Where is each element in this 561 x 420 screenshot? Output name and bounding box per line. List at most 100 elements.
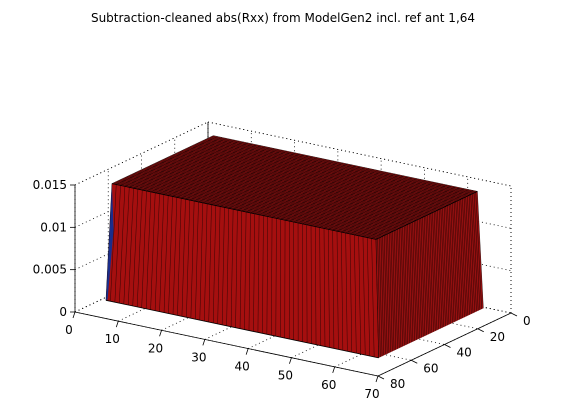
mesh-right bbox=[395, 229, 400, 349]
mesh-right bbox=[404, 225, 408, 345]
mesh-top-y bbox=[199, 141, 465, 198]
mesh-top-x bbox=[189, 151, 292, 201]
mesh-top-y bbox=[165, 158, 430, 215]
z-tick-label: 0.015 bbox=[33, 178, 67, 192]
mesh-top-x bbox=[284, 171, 387, 221]
mesh-front bbox=[128, 188, 134, 306]
surface-edge-front-bottom bbox=[105, 299, 379, 359]
mesh-front bbox=[332, 230, 335, 349]
mesh-front bbox=[362, 236, 366, 356]
mesh-right bbox=[422, 217, 427, 336]
mesh-right bbox=[427, 214, 433, 333]
mesh-right bbox=[387, 233, 391, 353]
mesh-top-x bbox=[120, 137, 223, 186]
mesh-top-x bbox=[155, 144, 257, 193]
mesh-top-y bbox=[116, 181, 381, 238]
y-tick-mark bbox=[444, 344, 451, 348]
y-tick-label: 80 bbox=[390, 377, 405, 391]
mesh-top-y bbox=[135, 172, 400, 229]
mesh-top-x bbox=[250, 164, 352, 214]
mesh-top-y bbox=[209, 136, 475, 194]
mesh-top-y bbox=[126, 176, 391, 233]
mesh-front bbox=[230, 209, 234, 327]
mesh-top-x bbox=[272, 169, 374, 218]
x-tick-label: 60 bbox=[321, 378, 336, 392]
y-tick-label: 60 bbox=[423, 361, 438, 375]
mesh-right bbox=[384, 235, 388, 354]
mesh-front bbox=[349, 233, 352, 353]
mesh-right bbox=[470, 194, 477, 312]
mesh-top-y bbox=[206, 138, 471, 195]
mesh-front bbox=[208, 204, 212, 323]
mesh-right bbox=[477, 191, 484, 309]
grid-x-floor bbox=[204, 276, 339, 340]
mesh-right bbox=[385, 234, 390, 354]
mesh-top-y bbox=[153, 163, 418, 220]
mesh-right bbox=[475, 192, 482, 310]
mesh-front bbox=[248, 212, 251, 331]
grid-x-floor bbox=[118, 257, 252, 322]
mesh-top-y bbox=[195, 144, 460, 201]
mesh-top-x bbox=[306, 176, 409, 225]
mesh-top-x bbox=[224, 159, 326, 208]
mesh-top-y bbox=[131, 173, 396, 231]
mesh-top-y bbox=[190, 146, 455, 203]
mesh-top-y bbox=[160, 160, 425, 217]
mesh-top-x bbox=[323, 180, 426, 229]
surface-edge-front-top bbox=[111, 183, 377, 240]
mesh-front bbox=[367, 237, 370, 357]
mesh-front bbox=[141, 190, 147, 308]
mesh-front bbox=[190, 200, 195, 319]
mesh-top-y bbox=[178, 151, 443, 209]
mesh-top-y bbox=[151, 164, 416, 221]
mesh-front bbox=[319, 227, 321, 346]
mesh-top-y bbox=[118, 180, 383, 237]
mesh-top-y bbox=[168, 156, 433, 213]
mesh-right bbox=[442, 207, 448, 326]
mesh-top-x bbox=[276, 170, 378, 219]
grid-z-left bbox=[74, 206, 209, 271]
mesh-right bbox=[390, 232, 395, 351]
mesh-right bbox=[437, 210, 443, 328]
x-tick-mark bbox=[202, 339, 206, 346]
mesh-top-x bbox=[207, 155, 309, 204]
mesh-front bbox=[163, 195, 169, 313]
mesh-top-y bbox=[188, 147, 453, 204]
mesh-top-x bbox=[181, 150, 283, 199]
x-tick-label: 40 bbox=[235, 360, 250, 374]
axis-edge-x bbox=[74, 311, 379, 377]
x-tick-mark bbox=[115, 321, 119, 328]
mesh-right bbox=[424, 216, 429, 335]
mesh-front bbox=[137, 189, 143, 307]
mesh-top-x bbox=[332, 182, 435, 231]
mesh-top-x bbox=[358, 187, 461, 236]
mesh-top-y bbox=[204, 139, 470, 196]
mesh-top-y bbox=[161, 159, 426, 216]
mesh-top-y bbox=[198, 142, 463, 199]
mesh-top-y bbox=[175, 153, 440, 210]
mesh-top-x bbox=[302, 175, 404, 224]
mesh-front bbox=[315, 226, 317, 345]
mesh-right bbox=[440, 208, 446, 327]
mesh-top-x bbox=[293, 173, 396, 223]
grid-z-left bbox=[74, 248, 209, 313]
mesh-right bbox=[400, 227, 405, 346]
mesh-top-x bbox=[259, 166, 361, 215]
mesh-front bbox=[119, 186, 126, 304]
mesh-top-y bbox=[211, 136, 476, 193]
mesh-right bbox=[397, 229, 402, 348]
mesh-right bbox=[399, 228, 403, 347]
mesh-front bbox=[177, 198, 182, 316]
mesh-top-y bbox=[186, 147, 451, 205]
mesh-front bbox=[172, 197, 178, 315]
mesh-top-y bbox=[140, 170, 405, 227]
x-tick-mark bbox=[72, 311, 76, 319]
grid-z-left bbox=[74, 163, 209, 228]
mesh-top-x bbox=[194, 152, 296, 202]
axes-grid bbox=[74, 121, 512, 377]
mesh-top-x bbox=[211, 156, 313, 205]
mesh-right bbox=[409, 223, 414, 342]
mesh-top-x bbox=[168, 147, 270, 196]
mesh-front bbox=[132, 189, 139, 306]
